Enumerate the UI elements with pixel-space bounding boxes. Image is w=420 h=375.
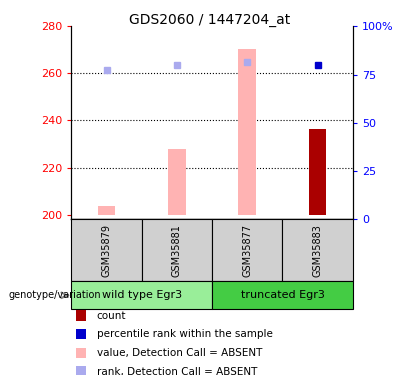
Text: genotype/variation: genotype/variation [8,290,101,300]
Bar [168,149,186,214]
Text: count: count [97,310,126,321]
Bar [98,206,116,214]
Text: percentile rank within the sample: percentile rank within the sample [97,329,273,339]
Text: GDS2060 / 1447204_at: GDS2060 / 1447204_at [129,13,291,27]
Text: GSM35881: GSM35881 [172,224,182,277]
Text: truncated Egr3: truncated Egr3 [241,290,324,300]
Bar [239,49,256,214]
Text: GSM35877: GSM35877 [242,224,252,277]
Bar [309,129,326,214]
Text: rank, Detection Call = ABSENT: rank, Detection Call = ABSENT [97,367,257,375]
Text: value, Detection Call = ABSENT: value, Detection Call = ABSENT [97,348,262,358]
Text: GSM35879: GSM35879 [102,224,112,277]
Text: wild type Egr3: wild type Egr3 [102,290,182,300]
Text: GSM35883: GSM35883 [312,224,323,277]
